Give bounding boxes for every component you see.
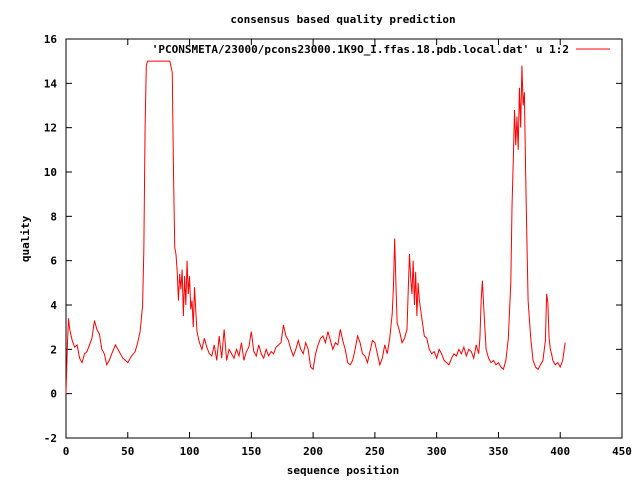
x-tick-label: 450 [612,445,632,458]
plot-frame [65,38,623,439]
y-axis-label: quality [19,215,32,262]
y-tick-label: -2 [44,432,57,445]
y-tick-label: 2 [50,343,57,356]
x-axis-label: sequence position [287,464,400,477]
x-tick-label: 0 [63,445,70,458]
legend: 'PCONSMETA/23000/pcons23000.1K9O_I.ffas.… [152,43,610,56]
x-tick-label: 300 [427,445,447,458]
x-tick-label: 50 [121,445,134,458]
y-tick-label: 14 [44,77,58,90]
x-tick-label: 250 [365,445,385,458]
legend-label: 'PCONSMETA/23000/pcons23000.1K9O_I.ffas.… [152,43,569,56]
x-tick-label: 350 [489,445,509,458]
y-tick-label: 8 [50,210,57,223]
y-tick-label: 4 [50,299,57,312]
x-tick-label: 150 [241,445,261,458]
x-tick-label: 400 [550,445,570,458]
y-tick-label: 0 [50,388,57,401]
y-tick-label: 12 [44,122,57,135]
x-tick-label: 200 [303,445,323,458]
x-tick-label: 100 [180,445,200,458]
y-tick-label: 10 [44,166,57,179]
series-group [65,60,566,394]
y-tick-label: 16 [44,33,58,46]
y-tick-label: 6 [50,255,57,268]
chart-title: consensus based quality prediction [230,13,455,26]
series-line [65,60,566,394]
axis-ticks: 0 50 100 150 200 250 300 350 400 450 -2 0 2 4 6 8 10 12 14… [44,33,632,458]
